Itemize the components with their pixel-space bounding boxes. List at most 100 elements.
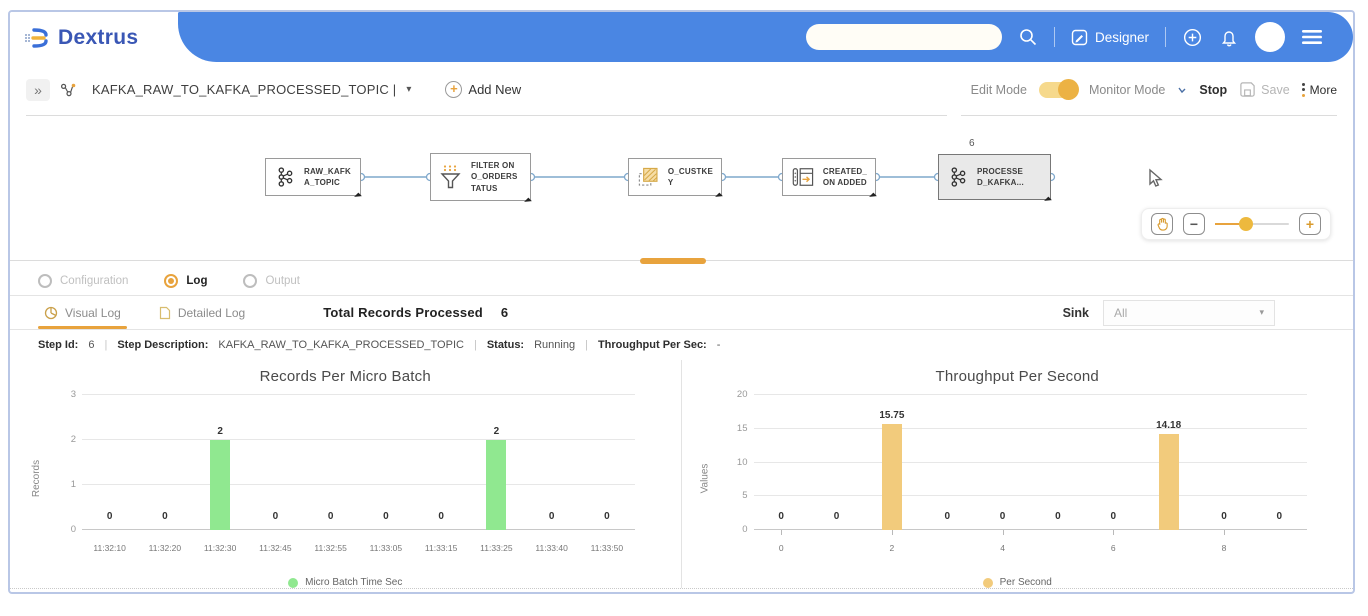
- chart-xlab: 11:33:15: [424, 543, 458, 553]
- tab-visual-log[interactable]: Visual Log: [38, 296, 127, 329]
- add-new-button[interactable]: + Add New: [445, 81, 521, 98]
- zoom-out-button[interactable]: −: [1183, 213, 1205, 235]
- chart-gridline: [753, 495, 1307, 497]
- chart-gridline: [82, 484, 635, 485]
- bottom-separator: [10, 588, 1353, 592]
- charts-section: Records Per Micro Batch 0 1 2 3 Records 0 11:3…: [10, 360, 1353, 588]
- node-filter-on-o-orderstatus[interactable]: FILTER ON O_ORDERS TATUS: [430, 153, 531, 201]
- sink-caret-icon: ▾: [1259, 307, 1264, 317]
- expand-panel-button[interactable]: »: [26, 78, 50, 101]
- chart-plot: 0 1 2 3 Records 0 11:32:10 0 11:32:20 2 11:32:30 0 1…: [31, 389, 635, 565]
- zoom-slider[interactable]: [1215, 217, 1289, 231]
- chart-tmark: [891, 530, 893, 535]
- tab-output[interactable]: Output: [243, 273, 301, 288]
- save-label: Save: [1261, 82, 1290, 97]
- node-raw-kafka-topic[interactable]: RAW_KAFK A_TOPIC: [265, 158, 361, 196]
- tab-configuration[interactable]: Configuration: [38, 273, 128, 288]
- search-icon[interactable]: [1018, 27, 1038, 47]
- chart-xlab: 11:32:45: [259, 543, 292, 553]
- save-button[interactable]: Save: [1239, 81, 1290, 98]
- sink-filter: Sink All ▾: [1063, 299, 1275, 326]
- records-per-micro-batch-chart: Records Per Micro Batch 0 1 2 3 Records 0 11:3…: [10, 360, 682, 588]
- total-records-label: Total Records Processed: [323, 305, 483, 320]
- user-avatar[interactable]: [1255, 22, 1285, 52]
- tab-detailed-log[interactable]: Detailed Log: [153, 296, 251, 329]
- more-label: More: [1309, 82, 1337, 97]
- add-new-label: Add New: [468, 82, 522, 97]
- chart-ytick: 1: [70, 479, 76, 490]
- chart-title: Throughput Per Second: [935, 368, 1099, 385]
- chart-vlab: 14.18: [1156, 420, 1182, 432]
- sink-selected-value: All: [1114, 305, 1128, 320]
- logo[interactable]: Dextrus: [10, 12, 178, 64]
- sink-dropdown[interactable]: All ▾: [1103, 299, 1275, 326]
- chart-title: Records Per Micro Batch: [259, 368, 431, 385]
- zoom-toolbar: − +: [1141, 208, 1331, 240]
- kebab-menu-icon: [1301, 82, 1305, 97]
- chart-ytick: 0: [70, 524, 76, 535]
- chart-gridline: [82, 394, 635, 395]
- zoom-slider-knob[interactable]: [1238, 217, 1253, 231]
- designer-button[interactable]: Designer: [1071, 29, 1149, 46]
- mode-toggle[interactable]: [1038, 78, 1079, 100]
- search-input[interactable]: [805, 24, 1002, 50]
- node-created-on-added[interactable]: CREATED_ ON ADDED: [782, 158, 876, 196]
- mouse-cursor: [1149, 168, 1163, 187]
- radio-icon: [164, 273, 179, 288]
- chart-xlab: 11:32:20: [148, 543, 182, 553]
- status-label: Status:: [486, 339, 525, 351]
- chart-tmark: [1113, 530, 1115, 535]
- mode-toggle-knob[interactable]: [1057, 78, 1079, 100]
- node-processed-kafka-topic[interactable]: 6 PROCESSE D_KAFKA...: [938, 138, 1051, 200]
- notifications-bell-icon[interactable]: [1219, 27, 1239, 48]
- node-label: PROCESSE D_KAFKA...: [977, 166, 1024, 187]
- chart-gridline: [82, 439, 635, 440]
- log-subtabs: Visual Log Detailed Log Total Records Pr…: [10, 296, 1353, 330]
- pan-hand-button[interactable]: [1151, 213, 1173, 235]
- chart-legend: Micro Batch Time Sec: [10, 577, 681, 588]
- chart-ytick: 10: [736, 456, 748, 468]
- chart-vlab: 0: [272, 511, 279, 522]
- chart-legend: Per Second: [682, 577, 1354, 588]
- pipeline-icon: [60, 83, 76, 96]
- chart-vlab: 0: [1221, 511, 1227, 522]
- chart-vlab: 0: [1110, 511, 1117, 522]
- pipeline-canvas[interactable]: RAW_KAFK A_TOPIC FILTER ON O_ORDERS TATU…: [10, 116, 1353, 256]
- chart-vlab: 0: [327, 511, 334, 522]
- chart-ytick: 20: [736, 389, 748, 400]
- step-description-value: KAFKA_RAW_TO_KAFKA_PROCESSED_TOPIC: [218, 339, 464, 351]
- radio-icon: [243, 273, 258, 288]
- pipeline-name-dropdown[interactable]: KAFKA_RAW_TO_KAFKA_PROCESSED_TOPIC |: [92, 82, 397, 97]
- tab-output-label: Output: [265, 274, 301, 287]
- node-record-count-badge: 6: [969, 138, 975, 149]
- logo-text: Dextrus: [58, 26, 139, 49]
- chart-vlab: 0: [383, 511, 389, 522]
- stop-button[interactable]: Stop: [1199, 82, 1228, 97]
- chart-xlab: 11:33:40: [535, 543, 568, 553]
- node-o-custkey[interactable]: O_CUSTKE Y: [628, 158, 722, 196]
- monitor-mode-caret-icon[interactable]: [1177, 85, 1187, 95]
- splitter-drag-handle[interactable]: [639, 258, 706, 264]
- chart-baseline: [753, 529, 1307, 530]
- more-button[interactable]: More: [1301, 82, 1337, 97]
- kafka-icon: [278, 167, 293, 187]
- chart-ytick: 5: [742, 490, 748, 502]
- chart-bar: [486, 440, 507, 530]
- chart-vlab: 0: [1055, 511, 1061, 522]
- header-divider: [1165, 27, 1166, 47]
- save-floppy-icon: [1240, 82, 1255, 97]
- monitor-mode-label: Monitor Mode: [1088, 82, 1166, 97]
- hand-icon: [1156, 217, 1168, 231]
- history-plus-icon[interactable]: [1182, 27, 1203, 48]
- chart-vlab: 0: [944, 511, 950, 522]
- pipeline-dropdown-caret-icon[interactable]: ▾: [406, 84, 412, 95]
- chart-vlab: 2: [217, 426, 223, 437]
- chart-xlab: 2: [889, 543, 895, 553]
- chart-gridline: [753, 461, 1307, 463]
- chart-xlab: 6: [1110, 543, 1116, 553]
- hamburger-menu-icon[interactable]: [1301, 29, 1323, 45]
- status-value: Running: [534, 339, 576, 351]
- tab-log[interactable]: Log: [164, 273, 207, 288]
- chart-bar: [210, 440, 231, 530]
- zoom-in-button[interactable]: +: [1299, 213, 1321, 235]
